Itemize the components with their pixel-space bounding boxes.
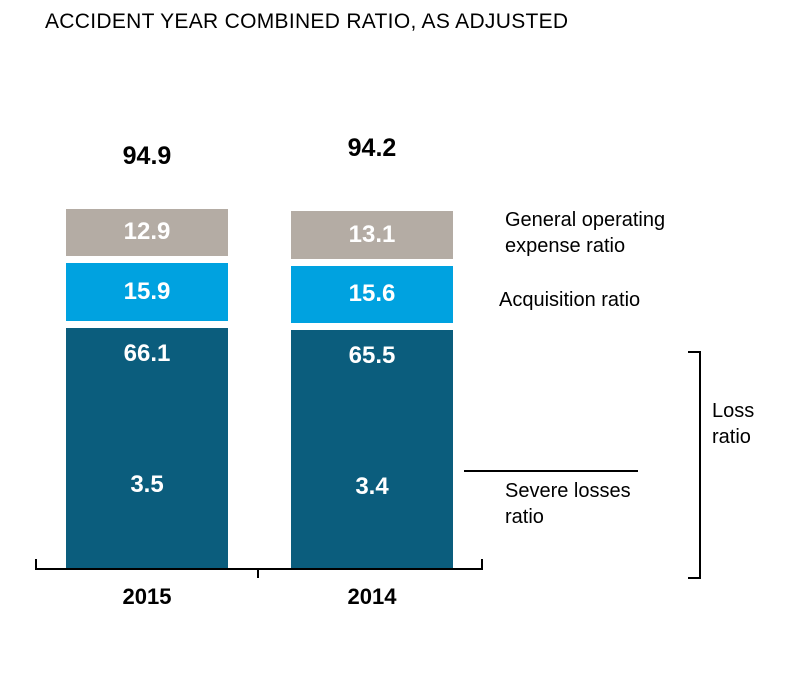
segment-acquisition-2015: 15.9	[66, 262, 228, 321]
segment-value-general-operating-2015: 12.9	[123, 217, 171, 245]
label-general-operating-expense-ratio: General operating expense ratio	[505, 209, 666, 258]
segment-value-acquisition-2015: 15.9	[123, 277, 171, 305]
x-label-2014: 2014	[347, 584, 397, 609]
segment-acquisition-2014: 15.6	[291, 266, 453, 323]
loss-ratio-bracket	[688, 351, 701, 579]
segment-loss-2015: 66.1 3.5	[66, 327, 228, 569]
severe-losses-pointer-line	[464, 470, 638, 472]
bar-2014: 13.1 15.6 65.5 3.4	[291, 211, 453, 569]
total-value-2014: 94.2	[347, 134, 397, 162]
x-axis-tick-right	[481, 559, 483, 568]
total-value-2015: 94.9	[122, 142, 172, 170]
x-axis-line	[35, 568, 483, 570]
segment-value-general-operating-2014: 13.1	[348, 220, 396, 248]
label-loss-ratio: Loss ratio	[712, 400, 755, 449]
segment-loss-2014: 65.5 3.4	[291, 329, 453, 569]
x-label-2015: 2015	[122, 584, 172, 609]
segment-value-loss-2014: 65.5	[348, 341, 396, 369]
label-severe-losses-ratio: Severe losses ratio	[505, 480, 631, 529]
segment-general-operating-2014: 13.1	[291, 211, 453, 259]
x-axis-tick-left	[35, 559, 37, 568]
label-acquisition-ratio: Acquisition ratio	[499, 289, 641, 311]
chart-title: ACCIDENT YEAR COMBINED RATIO, AS ADJUSTE…	[45, 10, 569, 33]
segment-value-loss-2015: 66.1	[123, 339, 171, 367]
segment-value-severe-losses-2014: 3.4	[355, 472, 389, 500]
x-axis-tick-middle	[257, 570, 259, 578]
segment-value-acquisition-2014: 15.6	[348, 280, 396, 308]
segment-value-severe-losses-2015: 3.5	[130, 470, 164, 498]
segment-general-operating-2015: 12.9	[66, 208, 228, 256]
bar-2015: 12.9 15.9 66.1 3.5	[66, 208, 228, 569]
